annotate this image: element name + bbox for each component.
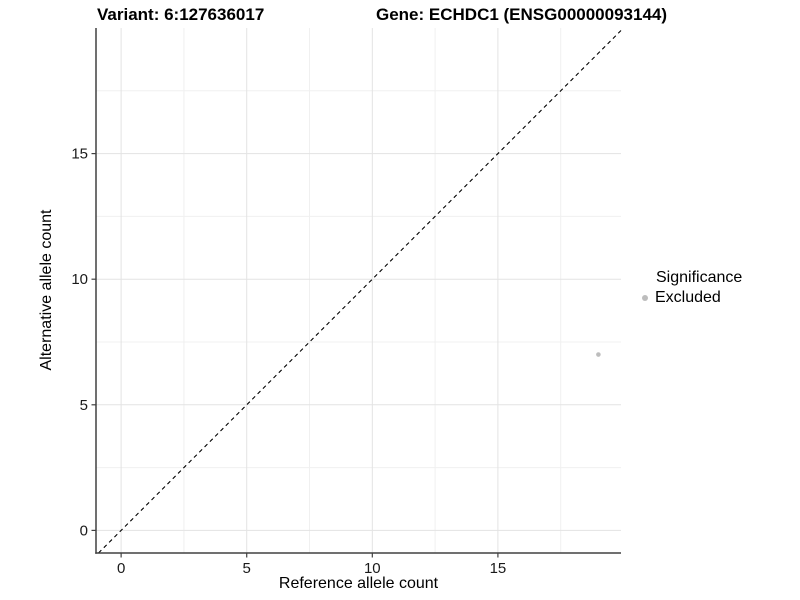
gene-title: Gene: ECHDC1 (ENSG00000093144) xyxy=(376,5,668,24)
y-tick-label: 15 xyxy=(71,146,88,163)
legend: Significance Excluded xyxy=(637,268,742,308)
legend-item-excluded: Excluded xyxy=(637,288,742,308)
identity-dashed-line xyxy=(98,30,622,554)
x-tick-label: 15 xyxy=(490,560,507,577)
legend-title: Significance xyxy=(656,269,743,286)
x-tick-label: 0 xyxy=(117,560,125,577)
x-tick-label: 10 xyxy=(364,560,381,577)
excluded-point-icon xyxy=(642,295,648,301)
y-tick-label: 5 xyxy=(80,397,88,414)
legend-item-label: Excluded xyxy=(655,289,721,306)
x-tick-label: 5 xyxy=(243,560,251,577)
x-axis-title: Reference allele count xyxy=(278,575,439,592)
y-axis-title: Alternative allele count xyxy=(38,209,55,371)
variant-title: Variant: 6:127636017 xyxy=(97,5,265,24)
y-tick-label: 10 xyxy=(71,271,88,288)
data-point xyxy=(596,352,601,357)
y-tick-label: 0 xyxy=(80,522,88,539)
